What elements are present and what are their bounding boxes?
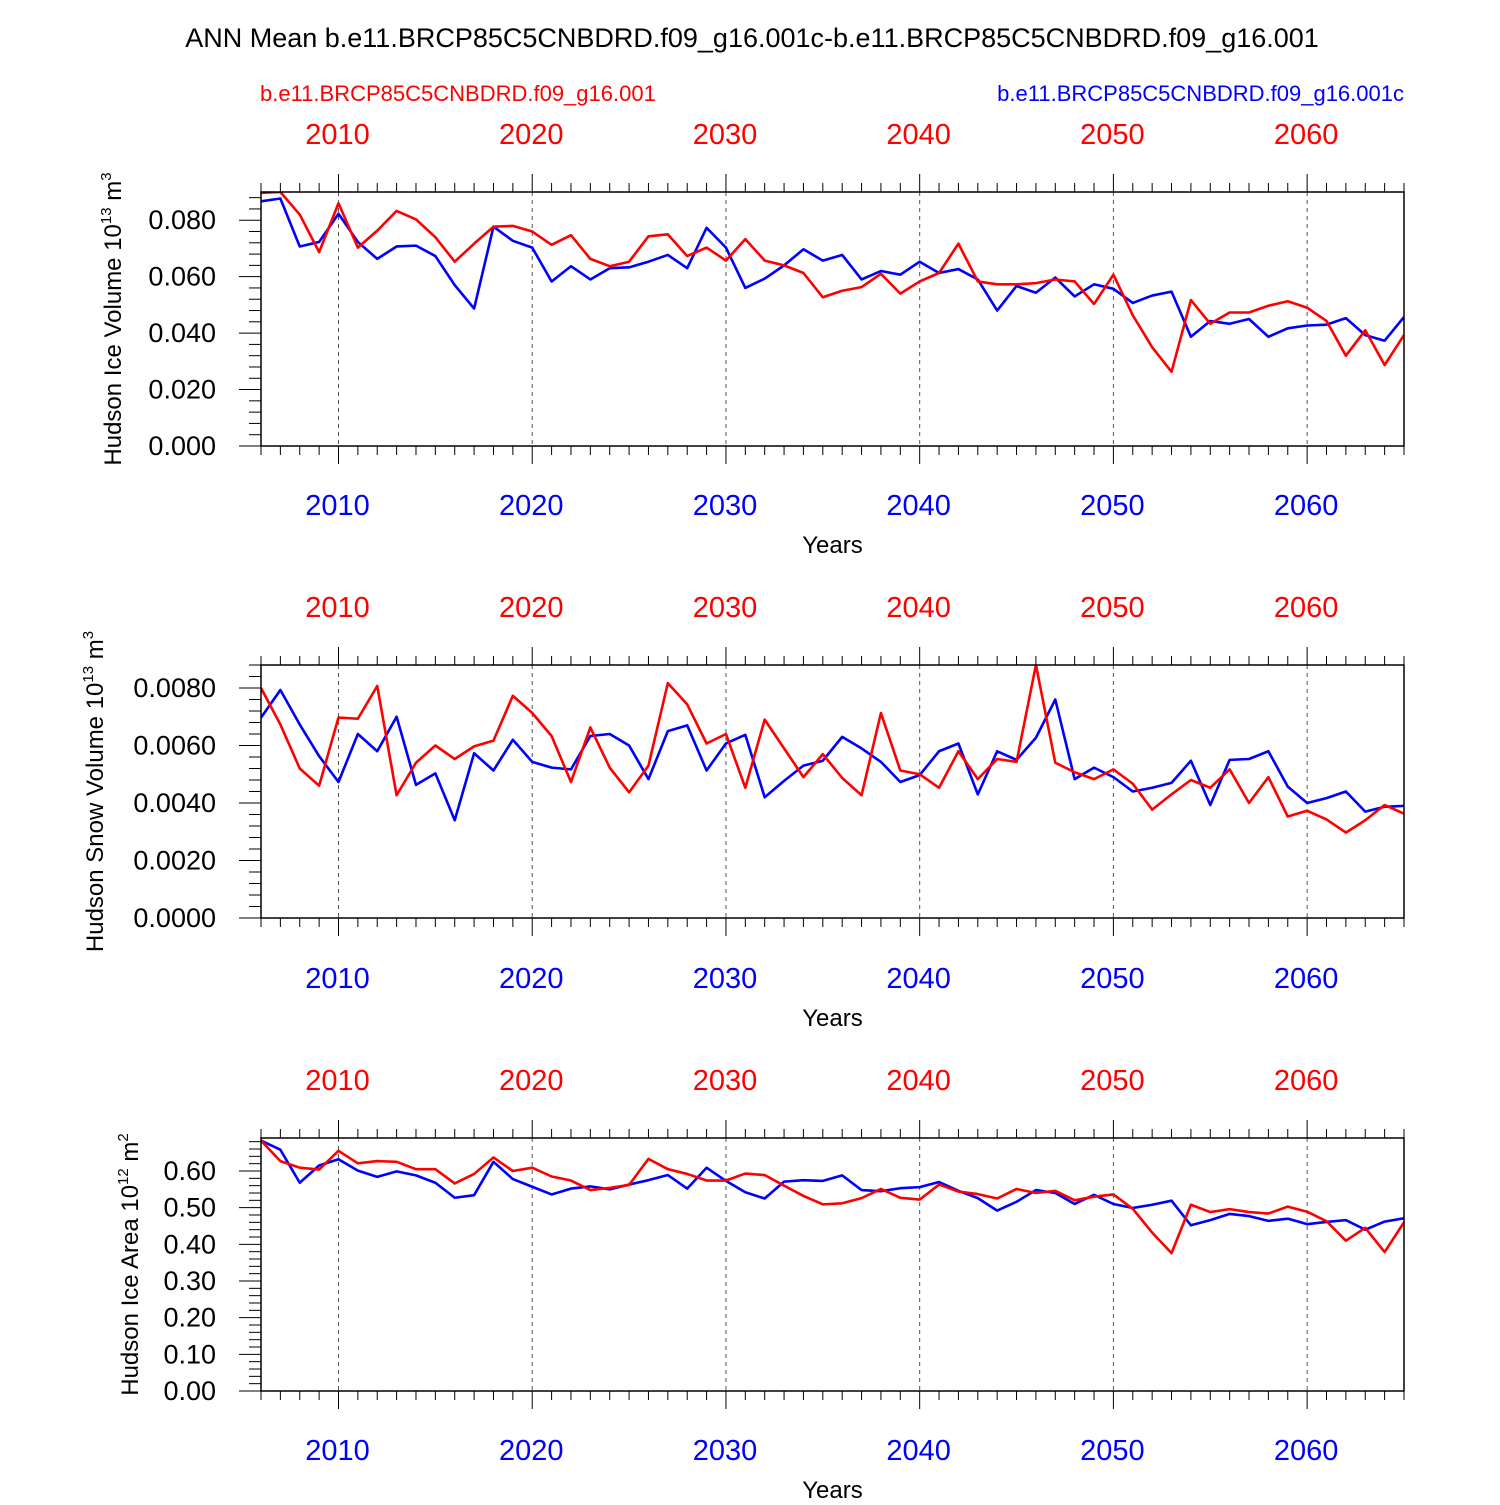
x-tick-label-top: 2010 [305,592,370,624]
series-line-case-b [261,197,1404,343]
y-tick-label: 0.10 [163,1339,216,1369]
x-tick-label-top: 2020 [499,592,564,624]
x-tick-label-top: 2040 [886,1065,951,1097]
x-tick-label-top: 2030 [693,592,758,624]
x-tick-label-bottom: 2010 [305,963,370,995]
y-tick-label: 0.0040 [133,788,216,818]
plot-frame [260,664,1405,919]
y-tick-label: 0.000 [148,431,216,461]
x-tick-label-bottom: 2050 [1080,963,1145,995]
panels-group: 0.000 0.020 0.040 0.060 0.080 2010 2010 2020 202… [80,119,1405,1504]
x-tick-label-bottom: 2040 [886,963,951,995]
y-tick-label: 0.00 [163,1376,216,1406]
x-tick-label-bottom: 2060 [1274,490,1339,522]
x-axis-label: Years [802,1005,863,1032]
x-tick-label-bottom: 2020 [499,490,564,522]
y-tick-label: 0.60 [163,1156,216,1186]
y-tick-label: 0.060 [148,262,216,292]
series-line-case-b [261,688,1404,822]
x-tick-label-top: 2010 [305,1065,370,1097]
x-tick-label-bottom: 2060 [1274,963,1339,995]
x-axis-label: Years [802,532,863,559]
y-tick-label: 0.020 [148,375,216,405]
x-tick-label-top: 2030 [693,119,758,151]
y-tick-label: 0.30 [163,1266,216,1296]
y-tick-label: 0.040 [148,318,216,348]
x-tick-label-bottom: 2030 [693,1435,758,1467]
x-tick-label-bottom: 2030 [693,490,758,522]
x-tick-label-bottom: 2010 [305,490,370,522]
plot-frame [260,191,1405,447]
x-tick-label-bottom: 2020 [499,1435,564,1467]
figure-title: ANN Mean b.e11.BRCP85C5CNBDRD.f09_g16.00… [185,23,1319,53]
x-tick-label-bottom: 2030 [693,963,758,995]
chart-panel-2: 0.0000 0.0020 0.0040 0.0060 0.0080 2010 2010 20… [80,592,1405,1032]
y-tick-label: 0.40 [163,1229,216,1259]
x-tick-label-top: 2040 [886,119,951,151]
y-tick-label: 0.0020 [133,846,216,876]
chart-panel-3: 0.00 0.10 0.20 0.30 0.40 0.50 0.60 2010 2010 2020… [115,1065,1405,1504]
y-tick-label: 0.080 [148,205,216,235]
x-tick-label-top: 2040 [886,592,951,624]
chart-panel-1: 0.000 0.020 0.040 0.060 0.080 2010 2010 2020 202… [98,119,1405,559]
x-tick-label-top: 2050 [1080,119,1145,151]
y-tick-label: 0.50 [163,1193,216,1223]
x-axis-label: Years [802,1477,863,1500]
x-tick-label-bottom: 2050 [1080,490,1145,522]
x-tick-label-top: 2050 [1080,1065,1145,1097]
y-tick-label: 0.0060 [133,731,216,761]
series-line-case-b [261,1139,1404,1231]
legend-label-case-a: b.e11.BRCP85C5CNBDRD.f09_g16.001 [260,81,656,106]
y-tick-label: 0.0000 [133,903,216,933]
x-tick-label-bottom: 2040 [886,1435,951,1467]
x-tick-label-bottom: 2060 [1274,1435,1339,1467]
y-tick-label: 0.20 [163,1303,216,1333]
x-tick-label-top: 2060 [1274,592,1339,624]
x-tick-label-bottom: 2020 [499,963,564,995]
x-tick-label-bottom: 2050 [1080,1435,1145,1467]
series-line-case-a [261,665,1404,834]
y-tick-label: 0.0080 [133,673,216,703]
series-line-case-a [261,192,1404,374]
series-line-case-a [261,1139,1404,1255]
y-axis-label: Hudson Snow Volume 1013 m3 [80,631,109,952]
x-tick-label-top: 2020 [499,119,564,151]
x-tick-label-top: 2060 [1274,1065,1339,1097]
x-tick-label-bottom: 2040 [886,490,951,522]
x-tick-label-top: 2050 [1080,592,1145,624]
x-tick-label-top: 2020 [499,1065,564,1097]
x-tick-label-bottom: 2010 [305,1435,370,1467]
y-axis-label: Hudson Ice Volume 1013 m3 [98,172,127,465]
x-tick-label-top: 2030 [693,1065,758,1097]
y-axis-label: Hudson Ice Area 1012 m2 [115,1133,144,1396]
plot-frame [260,1137,1405,1392]
x-tick-label-top: 2010 [305,119,370,151]
legend-label-case-b: b.e11.BRCP85C5CNBDRD.f09_g16.001c [997,81,1404,106]
x-tick-label-top: 2060 [1274,119,1339,151]
